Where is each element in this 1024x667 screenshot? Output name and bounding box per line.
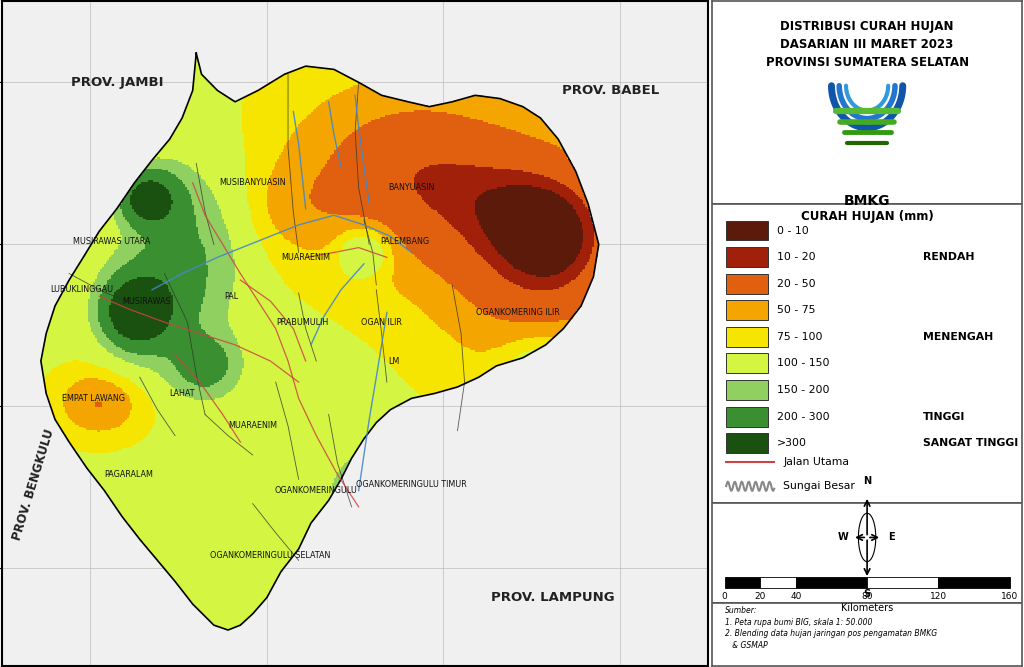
Text: TINGGI: TINGGI (923, 412, 966, 422)
Bar (726, 433, 768, 453)
Bar (796, 578, 867, 588)
Bar (713, 204, 1022, 503)
Text: PRABUMULIH: PRABUMULIH (276, 317, 329, 327)
Text: 40: 40 (791, 592, 802, 601)
Text: 50 - 75: 50 - 75 (777, 305, 816, 315)
Text: PROVINSI SUMATERA SELATAN: PROVINSI SUMATERA SELATAN (766, 56, 969, 69)
Text: LAHAT: LAHAT (169, 389, 195, 398)
Bar (713, 602, 1022, 666)
Bar (726, 407, 768, 426)
Text: 200 - 300: 200 - 300 (777, 412, 829, 422)
Text: RENDAH: RENDAH (923, 252, 975, 262)
Text: OGANKOMERINGULU TIMUR: OGANKOMERINGULU TIMUR (356, 480, 467, 489)
Text: 80: 80 (861, 592, 872, 601)
Text: MUSIRAWAS UTARA: MUSIRAWAS UTARA (73, 237, 151, 245)
Bar (726, 327, 768, 347)
Bar (726, 380, 768, 400)
Text: OGANKOMERINGULU SELATAN: OGANKOMERINGULU SELATAN (210, 551, 331, 560)
Text: PROV. BENGKULU: PROV. BENGKULU (10, 427, 57, 542)
Text: 150 - 200: 150 - 200 (777, 385, 829, 395)
Text: Sungai Besar: Sungai Besar (783, 482, 855, 492)
Bar (713, 503, 1022, 602)
Text: DISTRIBUSI CURAH HUJAN: DISTRIBUSI CURAH HUJAN (780, 20, 953, 33)
Text: EMPAT LAWANG: EMPAT LAWANG (62, 394, 125, 403)
Text: 20: 20 (755, 592, 766, 601)
Bar (938, 578, 1010, 588)
Text: PROV. BABEL: PROV. BABEL (562, 84, 659, 97)
Bar (726, 247, 768, 267)
Text: MUSIRAWAS: MUSIRAWAS (123, 297, 171, 305)
Text: SANGAT TINGGI: SANGAT TINGGI (923, 438, 1018, 448)
Text: PROV. JAMBI: PROV. JAMBI (71, 76, 163, 89)
Text: Jalan Utama: Jalan Utama (783, 458, 850, 468)
Text: MUARAENIM: MUARAENIM (228, 422, 278, 430)
Text: W: W (838, 532, 848, 542)
Text: OGAN ILIR: OGAN ILIR (361, 317, 402, 327)
Text: MENENGAH: MENENGAH (923, 331, 993, 342)
Bar (725, 578, 760, 588)
Text: PROV. LAMPUNG: PROV. LAMPUNG (492, 591, 614, 604)
Text: PAGARALAM: PAGARALAM (104, 470, 154, 479)
Text: BANYUASIN: BANYUASIN (388, 183, 435, 192)
Text: LUBUKLINGGAU: LUBUKLINGGAU (50, 285, 113, 294)
Text: 160: 160 (1000, 592, 1018, 601)
Text: 120: 120 (930, 592, 947, 601)
Bar (760, 578, 796, 588)
Bar (726, 300, 768, 320)
Bar (726, 354, 768, 374)
Bar (867, 578, 938, 588)
Text: PAL: PAL (224, 291, 239, 301)
Text: 100 - 150: 100 - 150 (777, 358, 829, 368)
Text: Kilometers: Kilometers (841, 602, 893, 612)
Text: Sumber:
1. Peta rupa bumi BIG, skala 1: 50.000
2. Blending data hujan jaringan p: Sumber: 1. Peta rupa bumi BIG, skala 1: … (725, 606, 937, 650)
Text: 0: 0 (722, 592, 727, 601)
Text: MUSIBANYUASIN: MUSIBANYUASIN (219, 178, 286, 187)
Text: PALEMBANG: PALEMBANG (380, 237, 429, 245)
Text: >300: >300 (777, 438, 807, 448)
Text: 0 - 10: 0 - 10 (777, 225, 809, 235)
Text: OGANKOMERINGULU: OGANKOMERINGULU (274, 486, 357, 495)
Text: E: E (888, 532, 895, 542)
Text: N: N (863, 476, 871, 486)
Bar (726, 221, 768, 241)
Text: BMKG: BMKG (844, 194, 890, 208)
Text: 20 - 50: 20 - 50 (777, 279, 816, 289)
Text: DASARIAN III MARET 2023: DASARIAN III MARET 2023 (780, 38, 953, 51)
Bar (726, 273, 768, 293)
Bar (713, 1, 1022, 204)
Text: 75 - 100: 75 - 100 (777, 331, 822, 342)
Text: CURAH HUJAN (mm): CURAH HUJAN (mm) (801, 210, 934, 223)
Text: LM: LM (388, 357, 399, 366)
Text: OGANKOMERING ILIR: OGANKOMERING ILIR (476, 308, 559, 317)
Text: MUARAENIM: MUARAENIM (282, 253, 330, 262)
Text: 10 - 20: 10 - 20 (777, 252, 816, 262)
Text: S: S (863, 588, 870, 598)
